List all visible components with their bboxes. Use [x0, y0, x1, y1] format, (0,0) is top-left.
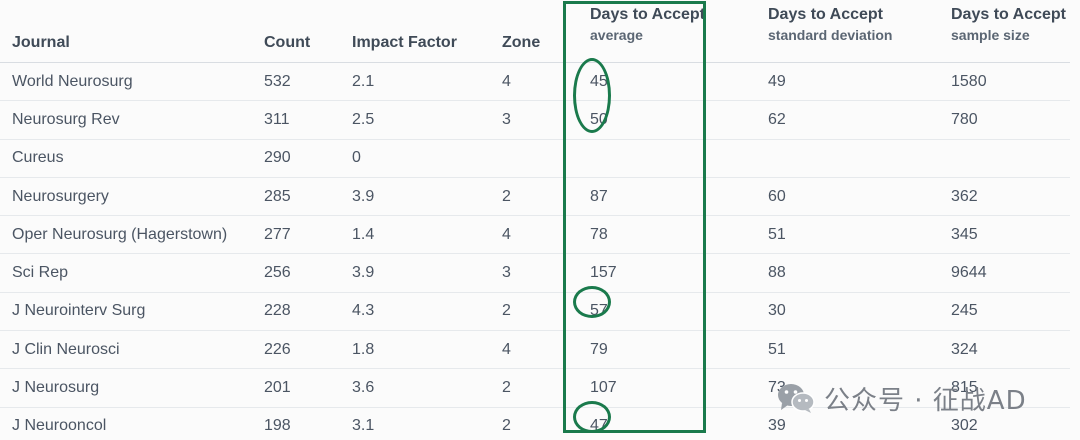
cell-journal: Neurosurg Rev — [0, 100, 252, 140]
cell-days-sd: 62 — [731, 100, 907, 140]
table-row[interactable]: J Neurooncol 198 3.1 2 47 39 302 — [0, 407, 1070, 440]
cell-count: 256 — [252, 253, 340, 293]
cell-days-sd: 49 — [731, 62, 907, 102]
cell-journal: J Neurooncol — [0, 407, 252, 440]
cell-impact-factor: 0 — [340, 139, 490, 178]
cell-days-avg: 47 — [570, 407, 731, 440]
table-row[interactable]: Cureus 290 0 — [0, 139, 1070, 178]
cell-count: 201 — [252, 368, 340, 408]
table-body: World Neurosurg 532 2.1 4 45 49 1580 Neurosurg … — [0, 62, 1070, 440]
cell-zone: 3 — [490, 253, 570, 293]
cell-count: 532 — [252, 62, 340, 102]
cell-days-avg: 87 — [570, 177, 731, 217]
cell-journal: Sci Rep — [0, 253, 252, 293]
cell-impact-factor: 2.5 — [340, 100, 490, 140]
cell-impact-factor: 1.4 — [340, 215, 490, 255]
cell-impact-factor: 4.3 — [340, 292, 490, 332]
cell-days-avg: 50 — [570, 100, 731, 140]
header-count[interactable]: Count — [252, 0, 340, 63]
cell-zone: 4 — [490, 62, 570, 102]
cell-journal: Neurosurgery — [0, 177, 252, 217]
header-journal[interactable]: Journal — [0, 0, 252, 63]
cell-days-n: 9644 — [907, 253, 1070, 293]
cell-zone: 2 — [490, 292, 570, 332]
cell-impact-factor: 3.9 — [340, 177, 490, 217]
cell-days-avg: 57 — [570, 292, 731, 332]
table-row[interactable]: Neurosurg Rev 311 2.5 3 50 62 780 — [0, 100, 1070, 140]
cell-days-sd: 39 — [731, 407, 907, 440]
table-row[interactable]: Oper Neurosurg (Hagerstown) 277 1.4 4 78 51 34… — [0, 215, 1070, 255]
table-row[interactable]: Sci Rep 256 3.9 3 157 88 9644 — [0, 253, 1070, 293]
cell-days-avg: 78 — [570, 215, 731, 255]
cell-journal: J Neurosurg — [0, 368, 252, 408]
cell-days-sd: 51 — [731, 215, 907, 255]
cell-days-sd: 60 — [731, 177, 907, 217]
cell-days-avg: 107 — [570, 368, 731, 408]
cell-journal: J Neurointerv Surg — [0, 292, 252, 332]
cell-days-sd: 88 — [731, 253, 907, 293]
cell-impact-factor: 2.1 — [340, 62, 490, 102]
header-days-sd[interactable]: Days to Accept standard deviation — [731, 0, 907, 63]
cell-zone: 3 — [490, 100, 570, 140]
cell-impact-factor: 3.1 — [340, 407, 490, 440]
cell-days-n: 780 — [907, 100, 1070, 140]
table-row[interactable]: J Neurointerv Surg 228 4.3 2 57 30 245 — [0, 292, 1070, 332]
cell-count: 311 — [252, 100, 340, 140]
cell-count: 285 — [252, 177, 340, 217]
cell-days-n: 302 — [907, 407, 1070, 440]
cell-days-n: 324 — [907, 330, 1070, 370]
cell-days-n — [907, 139, 1070, 178]
cell-days-n: 245 — [907, 292, 1070, 332]
cell-days-avg — [570, 139, 731, 178]
header-days-n[interactable]: Days to Accept sample size — [907, 0, 1070, 63]
cell-count: 198 — [252, 407, 340, 440]
cell-count: 277 — [252, 215, 340, 255]
header-days-avg[interactable]: Days to Accept average — [570, 0, 731, 63]
cell-days-sd: 73 — [731, 368, 907, 408]
header-impact-factor[interactable]: Impact Factor — [340, 0, 490, 63]
cell-days-sd: 51 — [731, 330, 907, 370]
cell-days-n: 1580 — [907, 62, 1070, 102]
cell-days-avg: 45 — [570, 62, 731, 102]
cell-count: 228 — [252, 292, 340, 332]
table-row[interactable]: Neurosurgery 285 3.9 2 87 60 362 — [0, 177, 1070, 217]
cell-days-sd — [731, 139, 907, 178]
table-row[interactable]: World Neurosurg 532 2.1 4 45 49 1580 — [0, 62, 1070, 102]
cell-journal: World Neurosurg — [0, 62, 252, 102]
cell-zone: 2 — [490, 407, 570, 440]
cell-impact-factor: 3.9 — [340, 253, 490, 293]
cell-count: 290 — [252, 139, 340, 178]
cell-zone: 2 — [490, 368, 570, 408]
cell-journal: Oper Neurosurg (Hagerstown) — [0, 215, 252, 255]
table-row[interactable]: J Neurosurg 201 3.6 2 107 73 815 — [0, 368, 1070, 408]
header-zone[interactable]: Zone — [490, 0, 570, 63]
cell-zone — [490, 139, 570, 178]
cell-impact-factor: 3.6 — [340, 368, 490, 408]
cell-days-avg: 157 — [570, 253, 731, 293]
cell-zone: 4 — [490, 330, 570, 370]
cell-days-n: 362 — [907, 177, 1070, 217]
cell-zone: 4 — [490, 215, 570, 255]
cell-days-n: 815 — [907, 368, 1070, 408]
table-row[interactable]: J Clin Neurosci 226 1.8 4 79 51 324 — [0, 330, 1070, 370]
cell-count: 226 — [252, 330, 340, 370]
table-header: Journal Count Impact Factor Zone Days to… — [0, 0, 1070, 63]
cell-journal: Cureus — [0, 139, 252, 178]
cell-zone: 2 — [490, 177, 570, 217]
cell-impact-factor: 1.8 — [340, 330, 490, 370]
cell-days-n: 345 — [907, 215, 1070, 255]
cell-days-avg: 79 — [570, 330, 731, 370]
cell-journal: J Clin Neurosci — [0, 330, 252, 370]
cell-days-sd: 30 — [731, 292, 907, 332]
